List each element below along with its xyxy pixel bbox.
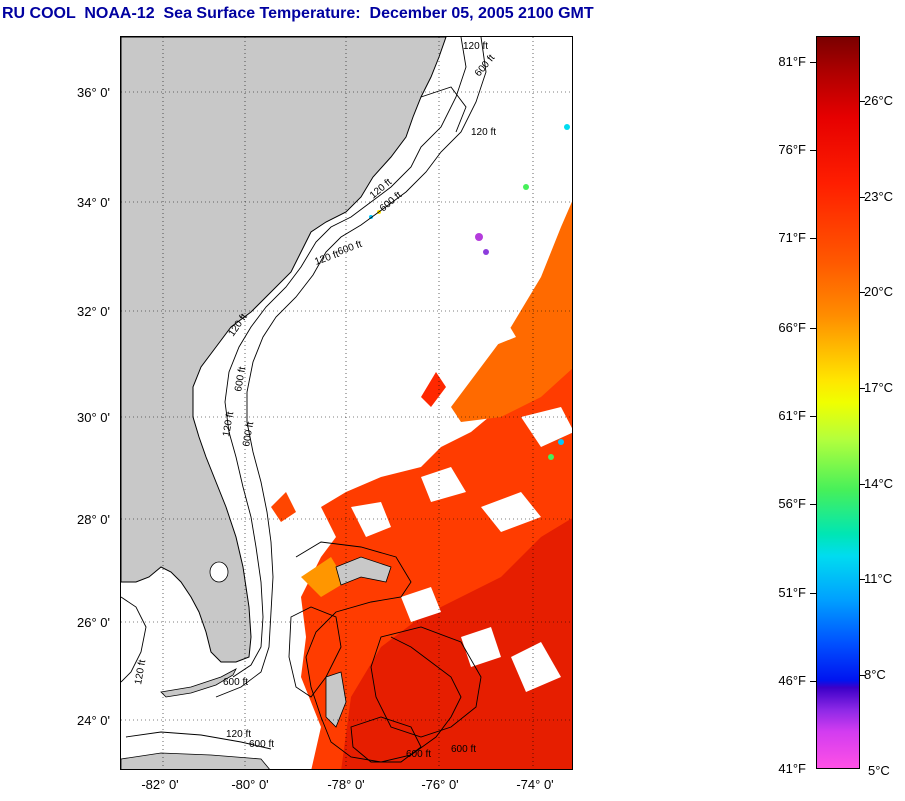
colorbar-tick [810, 593, 816, 594]
colorbar-tick [810, 416, 816, 417]
colorbar-c-label: 8°C [864, 667, 886, 682]
lat-label: 36° 0' [77, 85, 110, 100]
colorbar-tick [859, 292, 865, 293]
colorbar-c-label: 20°C [864, 284, 894, 299]
land-us-southeast [121, 37, 447, 663]
contour-bahamas-1 [295, 541, 462, 763]
land-lake-okeechobee [209, 561, 229, 583]
lat-label: 32° 0' [77, 304, 110, 319]
lon-label: -78° 0' [327, 777, 365, 792]
colorbar-f-label: 66°F [778, 320, 806, 335]
temperature-colorbar [816, 36, 860, 769]
contour-label: 120 ft [313, 249, 340, 268]
contour-label: 120 ft [221, 411, 236, 438]
map-title: RU COOL NOAA-12 Sea Surface Temperature:… [2, 5, 594, 22]
colorbar-f-label: 76°F [778, 142, 806, 157]
map-canvas: 120 ft 600 ft 120 ft 120 ft 600 ft 120 f… [121, 37, 572, 769]
colorbar-tick [810, 62, 816, 63]
contour-label: 120 ft [471, 127, 496, 138]
colorbar-tick [859, 484, 865, 485]
land-keys [160, 668, 237, 698]
colorbar-f-label: 46°F [778, 673, 806, 688]
lat-label: 30° 0' [77, 410, 110, 425]
contour-label: 600 ft [451, 744, 476, 755]
contour-layer [121, 37, 487, 763]
contour-label: 120 ft [226, 729, 251, 740]
contour-label: 600 ft [233, 366, 248, 393]
colorbar-tick [810, 681, 816, 682]
colorbar-f-label: 71°F [778, 230, 806, 245]
colorbar-f-label: 81°F [778, 54, 806, 69]
colorbar-f-label: 61°F [778, 408, 806, 423]
sst-layer [271, 124, 572, 769]
lon-label: -82° 0' [141, 777, 179, 792]
sst-patch-2 [301, 557, 346, 597]
lat-label: 34° 0' [77, 195, 110, 210]
contour-cuba [125, 731, 272, 750]
lon-label: -76° 0' [421, 777, 459, 792]
colorbar-c-label: 23°C [864, 189, 894, 204]
colorbar-tick [859, 388, 865, 389]
sst-north-region [451, 201, 572, 422]
colorbar-f-label: 51°F [778, 585, 806, 600]
colorbar-tick [859, 101, 865, 102]
contour-bahamas-2 [288, 606, 342, 698]
lat-label: 28° 0' [77, 512, 110, 527]
contour-120ft [224, 37, 467, 678]
lat-label: 24° 0' [77, 713, 110, 728]
colorbar-tick [859, 675, 865, 676]
contour-southwest [121, 596, 147, 683]
colorbar-f-label: 41°F [778, 761, 806, 776]
lon-label: -74° 0' [516, 777, 554, 792]
colorbar-f-label: 56°F [778, 496, 806, 511]
lon-label: -80° 0' [231, 777, 269, 792]
contour-label: 120 ft [133, 659, 148, 686]
colorbar-tick [859, 197, 865, 198]
contour-label: 120 ft [463, 41, 488, 52]
lat-label: 26° 0' [77, 615, 110, 630]
contour-ne-islands [420, 86, 467, 133]
sst-hot-region [341, 518, 572, 769]
contour-label: 600 ft [241, 421, 256, 448]
colorbar-c-label: 26°C [864, 93, 894, 108]
colorbar-tick [810, 238, 816, 239]
contour-label: 600 ft [249, 739, 274, 750]
land-bahamas-andros [325, 671, 347, 728]
contour-bahamas-4 [350, 716, 422, 763]
colorbar-tick [810, 328, 816, 329]
colorbar-c-label: 14°C [864, 476, 894, 491]
sst-patch-1 [421, 372, 446, 407]
colorbar-c-label: 17°C [864, 380, 894, 395]
sst-map: 120 ft 600 ft 120 ft 120 ft 600 ft 120 f… [120, 36, 573, 770]
land-layer [121, 37, 447, 769]
land-cuba [121, 752, 270, 769]
contour-bahamas-3 [370, 626, 482, 738]
contour-label: 600 ft [336, 239, 363, 258]
land-bahamas-abaco [335, 556, 392, 586]
colorbar-c-label: 11°C [864, 571, 893, 586]
colorbar-tick [810, 504, 816, 505]
contour-label: 600 ft [406, 749, 431, 760]
contour-label: 600 ft [223, 677, 248, 688]
sst-patch-3 [271, 492, 296, 522]
colorbar-tick [859, 579, 865, 580]
contour-600ft [215, 37, 487, 698]
colorbar-tick [810, 150, 816, 151]
colorbar-c-label: 5°C [868, 763, 890, 778]
